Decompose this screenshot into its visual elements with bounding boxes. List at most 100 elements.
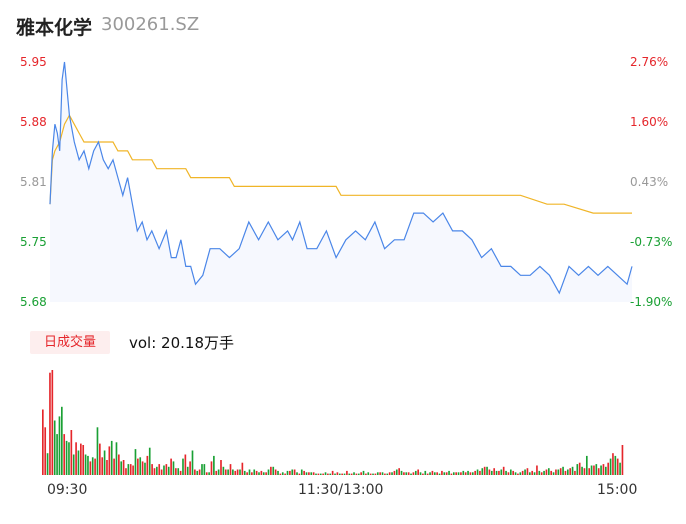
volume-bar	[585, 455, 588, 475]
volume-bar	[422, 473, 424, 475]
volume-bar	[186, 466, 189, 475]
volume-bar	[239, 469, 241, 475]
volume-bar	[72, 454, 75, 475]
volume-bar	[357, 473, 360, 475]
volume-bar	[89, 461, 92, 475]
volume-bar	[362, 470, 365, 475]
volume-bar	[464, 472, 467, 475]
volume-bar	[360, 472, 362, 475]
volume-bar	[265, 472, 267, 475]
volume-bar	[82, 445, 85, 475]
volume-bar	[367, 472, 370, 475]
volume-bar	[576, 464, 579, 475]
stock-code: 300261.SZ	[101, 14, 200, 35]
volume-bar	[557, 469, 560, 475]
volume-bar	[51, 370, 54, 475]
volume-bar	[317, 473, 320, 475]
volume-bar	[203, 464, 206, 475]
volume-bar	[319, 473, 322, 475]
volume-bar	[243, 470, 246, 475]
volume-bar	[507, 472, 510, 475]
volume-bar	[156, 466, 158, 475]
volume-bar	[127, 464, 130, 475]
volume-bar	[122, 460, 125, 475]
volume-bar	[267, 469, 270, 475]
volume-bar	[42, 409, 44, 475]
volume-bar	[229, 464, 232, 475]
volume-bar	[405, 472, 408, 475]
volume-bar	[106, 460, 108, 475]
volume-bar	[196, 470, 199, 475]
volume-bar	[300, 469, 303, 475]
volume-tag: 日成交量	[30, 331, 110, 354]
volume-bar	[341, 473, 343, 475]
volume-bar	[179, 470, 182, 475]
volume-bar	[455, 472, 457, 475]
volume-bar	[296, 472, 298, 475]
volume-bar	[201, 464, 203, 475]
volume-bar	[336, 472, 339, 475]
volume-bar	[198, 469, 201, 475]
volume-bar	[118, 454, 120, 475]
volume-bar	[308, 472, 310, 475]
volume-bar	[488, 469, 491, 475]
volume-bar	[602, 464, 605, 475]
volume-bar	[53, 420, 56, 475]
volume-bar	[113, 458, 115, 475]
volume-bar	[469, 472, 472, 475]
volume-bar	[414, 470, 417, 475]
volume-bar	[566, 469, 569, 475]
volume-bar	[331, 470, 334, 475]
volume-bar	[514, 472, 517, 475]
average-price-line	[49, 114, 632, 214]
volume-bar	[49, 372, 51, 475]
volume-bar	[590, 465, 593, 475]
volume-bar	[312, 472, 315, 475]
volume-bars	[42, 370, 624, 475]
volume-bar	[262, 472, 265, 475]
volume-bar	[502, 466, 505, 475]
volume-bar	[87, 455, 89, 475]
x-tick-open: 09:30	[47, 482, 88, 498]
volume-bar	[403, 472, 405, 475]
volume-bar	[338, 473, 341, 475]
volume-bar	[236, 469, 239, 475]
volume-bar	[324, 472, 327, 475]
price-tick-0: 5.95	[20, 55, 47, 69]
volume-summary: vol: 20.18万手	[129, 334, 234, 352]
volume-bar	[110, 440, 113, 475]
volume-bar	[184, 454, 187, 475]
volume-bar	[148, 447, 151, 475]
volume-bar	[108, 446, 111, 475]
volume-bar	[343, 473, 346, 475]
volume-bar	[450, 473, 453, 475]
volume-bar	[46, 453, 49, 475]
volume-bar	[346, 470, 348, 475]
volume-bar	[452, 472, 455, 475]
volume-bar	[538, 470, 541, 475]
volume-bar	[125, 468, 127, 475]
volume-bar	[77, 450, 80, 475]
volume-bar	[248, 469, 251, 475]
volume-bar	[334, 473, 336, 475]
volume-bar	[163, 465, 165, 475]
volume-bar	[386, 473, 389, 475]
volume-bar	[391, 472, 393, 475]
volume-bar	[132, 465, 134, 475]
volume-bar	[220, 460, 222, 475]
volume-bar	[213, 455, 215, 475]
volume-bar	[479, 470, 481, 475]
volume-bar	[517, 473, 519, 475]
volume-bar	[398, 468, 400, 475]
volume-bar	[115, 442, 118, 475]
volume-bar	[353, 472, 355, 475]
volume-bar	[141, 461, 144, 475]
volume-bar	[429, 472, 431, 475]
volume-bar	[284, 473, 286, 475]
volume-bar	[303, 470, 305, 475]
stock-name: 雅本化学	[16, 17, 93, 39]
pct-tick-3: -0.73%	[630, 235, 673, 249]
volume-bar	[555, 469, 557, 475]
volume-bar	[63, 434, 66, 475]
volume-bar	[222, 466, 225, 475]
